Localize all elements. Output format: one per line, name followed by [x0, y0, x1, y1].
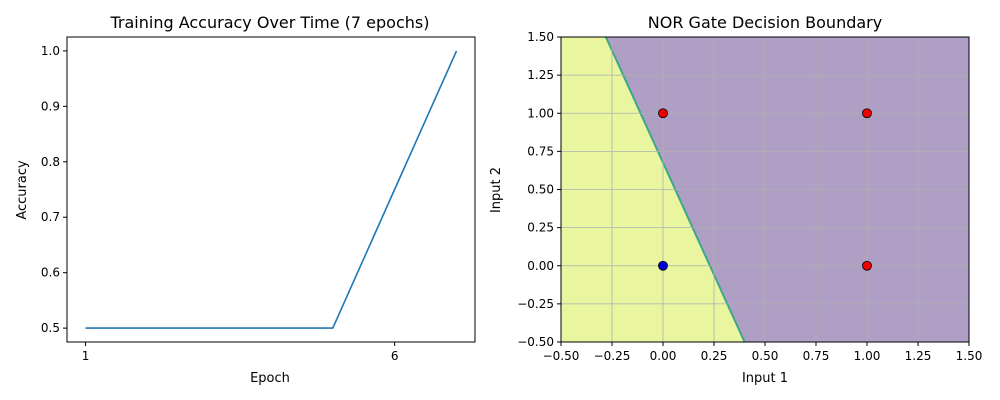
x-tick-label: −0.50 [543, 349, 580, 363]
x-tick-label: 1.50 [956, 349, 983, 363]
y-tick-label: 0.75 [527, 144, 554, 158]
y-tick-label: 0.7 [41, 210, 60, 224]
decision-boundary-chart: NOR Gate Decision Boundary Input 1 Input… [489, 13, 982, 386]
y-tick-label: 1.50 [527, 30, 554, 44]
data-point [862, 260, 872, 271]
boundary-chart-ylabel: Input 2 [489, 167, 504, 213]
x-tick-label: 1.25 [905, 349, 932, 363]
y-tick-label: 1.0 [41, 44, 60, 58]
y-tick-label: 1.25 [527, 68, 554, 82]
y-tick-label: −0.25 [517, 297, 554, 311]
boundary-chart-frame [560, 36, 970, 343]
y-tick-label: 1.00 [527, 106, 554, 120]
y-tick-label: −0.50 [517, 335, 554, 349]
boundary-chart-title: NOR Gate Decision Boundary [648, 13, 882, 32]
y-tick-label: 0.00 [527, 259, 554, 273]
accuracy-chart: Training Accuracy Over Time (7 epochs) E… [15, 13, 476, 386]
accuracy-chart-ylabel: Accuracy [15, 160, 30, 220]
boundary-chart-xlabel: Input 1 [742, 371, 788, 386]
data-point [658, 260, 668, 271]
y-tick-label: 0.50 [527, 183, 554, 197]
x-tick-label: 0.50 [752, 349, 779, 363]
x-tick-label: 1 [82, 349, 90, 363]
y-tick-label: 0.5 [41, 321, 60, 335]
accuracy-chart-xlabel: Epoch [250, 371, 290, 386]
accuracy-chart-frame [66, 36, 476, 343]
data-point [862, 108, 872, 119]
y-tick-label: 0.6 [41, 266, 60, 280]
x-tick-label: 0.75 [803, 349, 830, 363]
x-tick-label: 1.00 [854, 349, 881, 363]
x-tick-label: 0.00 [650, 349, 677, 363]
x-tick-label: −0.25 [594, 349, 631, 363]
accuracy-chart-title: Training Accuracy Over Time (7 epochs) [110, 13, 430, 32]
y-tick-label: 0.25 [527, 221, 554, 235]
x-tick-label: 6 [391, 349, 399, 363]
y-tick-label: 0.9 [41, 99, 60, 113]
y-tick-label: 0.8 [41, 155, 60, 169]
accuracy-series-line [85, 50, 458, 329]
data-point [658, 108, 668, 119]
x-tick-label: 0.25 [701, 349, 728, 363]
